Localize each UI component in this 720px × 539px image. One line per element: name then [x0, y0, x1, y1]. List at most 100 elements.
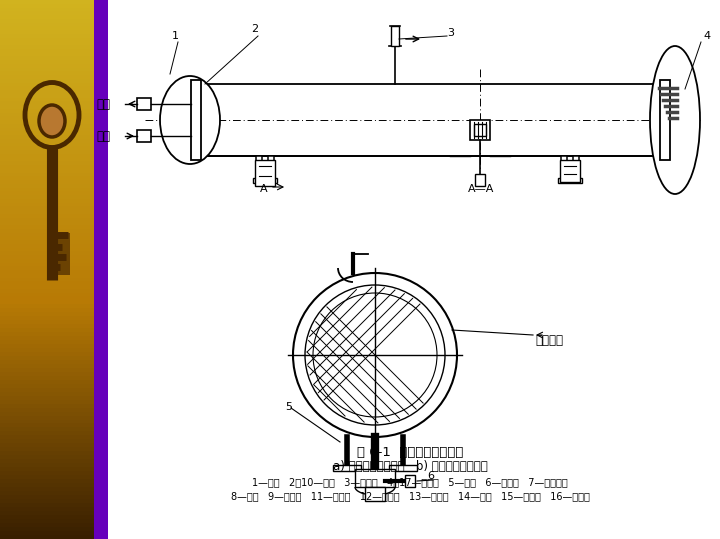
Bar: [0, 464, 108, 467]
Bar: [0, 56, 108, 60]
Bar: [137, 98, 151, 110]
Bar: [0, 30, 108, 34]
Bar: [0, 436, 108, 439]
Bar: [0, 447, 108, 451]
Bar: [0, 356, 108, 360]
Bar: [48, 233, 70, 275]
Bar: [0, 71, 108, 75]
Bar: [355, 469, 395, 487]
Bar: [0, 515, 108, 519]
Text: 8—水槽   9—安全阀   11—平衡管   12—混合管   13—收油阀   14—端阀   15—压力表   16—进气阀: 8—水槽 9—安全阀 11—平衡管 12—混合管 13—收油阀 14—端阀 15…: [230, 491, 590, 501]
Bar: [474, 124, 486, 136]
Text: 水出: 水出: [96, 98, 110, 110]
Text: 3: 3: [447, 28, 454, 38]
Bar: [0, 451, 108, 455]
Text: 图 6-1  壳管式冷凝器结构: 图 6-1 壳管式冷凝器结构: [357, 446, 463, 459]
Bar: [0, 431, 108, 436]
Bar: [0, 308, 108, 312]
Bar: [0, 404, 108, 407]
Bar: [0, 495, 108, 499]
Bar: [0, 511, 108, 515]
Bar: [0, 316, 108, 320]
Bar: [475, 174, 485, 186]
Bar: [0, 45, 108, 49]
Bar: [253, 178, 277, 183]
Bar: [660, 80, 670, 160]
Bar: [0, 419, 108, 424]
Text: A—A: A—A: [468, 184, 495, 194]
Bar: [0, 52, 108, 56]
Bar: [0, 142, 108, 146]
Bar: [0, 157, 108, 161]
Bar: [0, 392, 108, 396]
Bar: [0, 479, 108, 483]
Bar: [561, 156, 567, 178]
Bar: [0, 487, 108, 491]
Bar: [0, 344, 108, 348]
Text: 4: 4: [703, 31, 710, 41]
Bar: [0, 236, 108, 240]
Text: 2: 2: [251, 24, 258, 34]
Bar: [0, 352, 108, 356]
Bar: [0, 0, 108, 4]
Bar: [389, 465, 417, 471]
Bar: [0, 176, 108, 180]
Bar: [0, 82, 108, 86]
Text: 6: 6: [427, 471, 434, 481]
Bar: [256, 156, 262, 178]
Bar: [0, 23, 108, 26]
Bar: [0, 379, 108, 384]
Bar: [0, 340, 108, 344]
Bar: [0, 278, 108, 281]
Bar: [0, 42, 108, 45]
Bar: [0, 199, 108, 203]
Bar: [0, 165, 108, 169]
Bar: [0, 332, 108, 336]
Bar: [0, 64, 108, 67]
Bar: [0, 364, 108, 368]
Bar: [0, 184, 108, 188]
Bar: [391, 26, 399, 46]
Bar: [560, 160, 580, 182]
Bar: [0, 300, 108, 304]
Bar: [0, 439, 108, 444]
Bar: [0, 324, 108, 328]
Bar: [0, 270, 108, 274]
Bar: [0, 86, 108, 90]
Bar: [0, 60, 108, 64]
Bar: [0, 240, 108, 244]
Bar: [0, 8, 108, 11]
Bar: [0, 109, 108, 113]
Bar: [0, 262, 108, 266]
Bar: [0, 214, 108, 218]
Bar: [0, 19, 108, 23]
Bar: [405, 475, 415, 487]
Bar: [0, 90, 108, 94]
Bar: [0, 210, 108, 214]
Bar: [0, 507, 108, 511]
Bar: [0, 206, 108, 210]
Bar: [0, 416, 108, 419]
Bar: [0, 384, 108, 388]
Bar: [0, 221, 108, 225]
Bar: [0, 244, 108, 247]
Bar: [0, 312, 108, 316]
Bar: [0, 471, 108, 475]
Bar: [0, 101, 108, 105]
Bar: [0, 120, 108, 124]
Bar: [0, 203, 108, 206]
Bar: [0, 67, 108, 71]
Bar: [0, 424, 108, 427]
Bar: [0, 132, 108, 135]
Bar: [94, 0, 108, 539]
Bar: [191, 80, 201, 160]
Bar: [0, 274, 108, 278]
Bar: [0, 75, 108, 79]
Bar: [0, 527, 108, 531]
Bar: [0, 4, 108, 8]
Bar: [0, 251, 108, 255]
Ellipse shape: [39, 105, 65, 137]
Text: 水进: 水进: [96, 129, 110, 142]
Bar: [333, 465, 361, 471]
Bar: [0, 396, 108, 399]
